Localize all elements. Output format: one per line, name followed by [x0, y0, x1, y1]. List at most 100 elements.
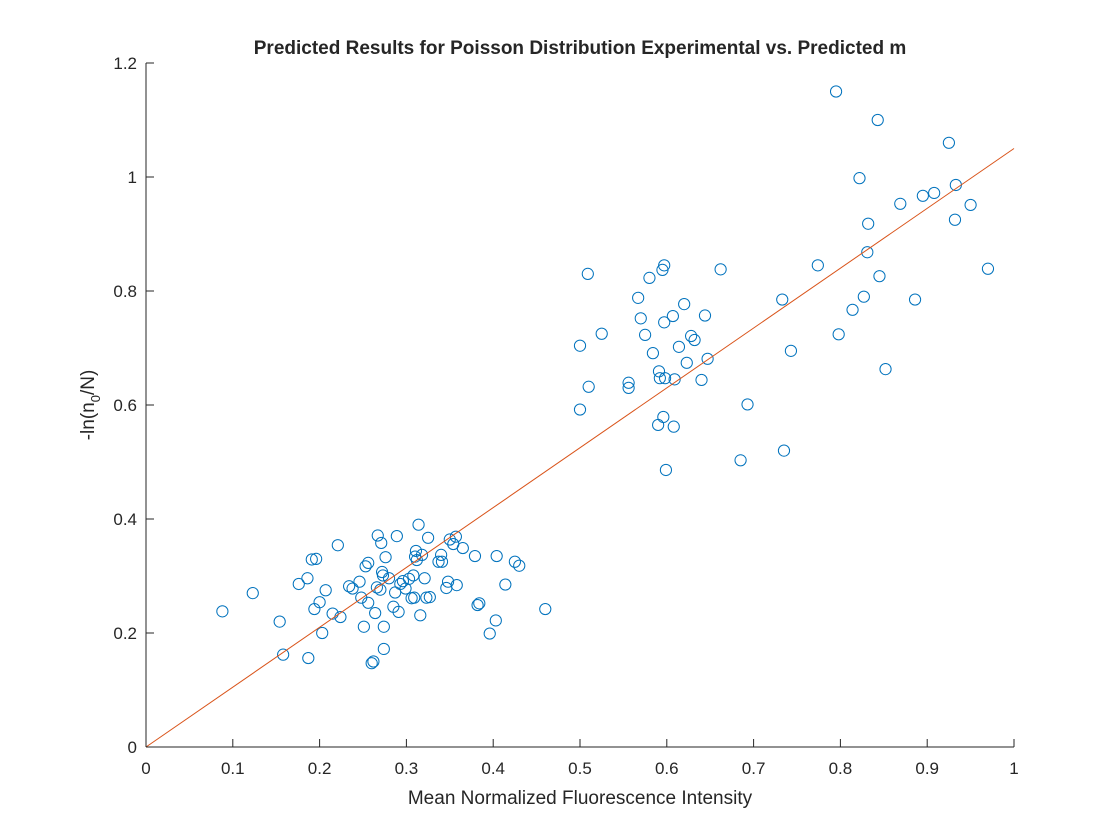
data-point: [688, 333, 701, 347]
data-point: [412, 518, 425, 531]
data-point: [622, 376, 635, 389]
data-point: [632, 291, 645, 304]
data-point: [365, 657, 378, 670]
data-point: [811, 259, 824, 272]
y-tick-label: 0: [128, 738, 137, 757]
data-point: [508, 555, 522, 568]
data-point: [418, 572, 431, 585]
data-point: [422, 531, 435, 544]
x-tick-label: 0.1: [221, 759, 245, 778]
y-tick-label: 1: [128, 168, 137, 187]
data-point: [409, 544, 423, 558]
data-point: [377, 642, 390, 656]
data-point: [367, 655, 380, 668]
data-point: [343, 580, 356, 593]
data-point: [489, 614, 502, 627]
data-point: [376, 569, 390, 582]
data-point: [573, 403, 587, 416]
data-point: [777, 444, 791, 457]
x-tick-label: 0.2: [308, 759, 332, 778]
data-point: [668, 373, 681, 386]
data-point: [862, 217, 875, 230]
data-point: [375, 536, 388, 550]
data-point: [964, 198, 977, 212]
data-point: [402, 572, 416, 585]
data-point: [646, 347, 660, 360]
data-point: [639, 328, 652, 341]
y-axis-label-tail: /N): [78, 370, 99, 395]
data-point: [246, 587, 259, 600]
data-point: [441, 575, 455, 588]
data-point: [362, 556, 375, 569]
data-point: [695, 373, 708, 387]
data-point: [653, 372, 666, 385]
data-point: [415, 548, 429, 562]
data-point: [853, 172, 866, 185]
y-tick-label: 1.2: [113, 54, 137, 73]
data-point: [734, 454, 747, 467]
data-point: [468, 549, 482, 563]
data-point: [981, 262, 995, 275]
data-point: [346, 582, 359, 595]
data-point: [784, 344, 798, 357]
data-point: [369, 606, 382, 620]
data-point: [582, 380, 595, 393]
data-point: [310, 552, 323, 566]
data-point: [672, 340, 686, 353]
data-point: [301, 572, 314, 585]
x-tick-label: 0: [141, 759, 150, 778]
data-point: [846, 303, 859, 316]
data-point: [714, 263, 727, 276]
data-point: [432, 555, 445, 568]
data-point: [680, 356, 693, 369]
x-tick-label: 0.6: [655, 759, 679, 778]
data-point: [928, 186, 941, 200]
data-point: [581, 267, 594, 280]
data-point: [450, 579, 463, 592]
data-point: [408, 591, 421, 604]
data-point: [362, 596, 375, 609]
data-point: [832, 328, 845, 341]
data-point: [658, 316, 671, 329]
data-point: [657, 410, 670, 424]
data-point: [473, 597, 486, 610]
data-point: [483, 627, 496, 640]
data-point: [353, 575, 366, 588]
data-point: [741, 398, 754, 411]
data-point: [407, 569, 420, 582]
data-point: [948, 213, 962, 226]
y-axis-label-main: -ln(n: [78, 402, 99, 440]
data-point: [573, 339, 587, 352]
data-point: [292, 577, 305, 591]
chart-title: Predicted Results for Poisson Distributi…: [254, 38, 907, 59]
data-point: [658, 259, 671, 272]
x-tick-label: 0.8: [829, 759, 853, 778]
axes: 0 0.1 0.2 0.3 0.4 0.5 0.6 0.7 0.8 0.9 1 0 0.2 0.4 0.6 0…: [113, 54, 1018, 778]
data-point: [443, 533, 456, 546]
data-point: [658, 372, 672, 385]
data-point: [857, 290, 870, 303]
data-point: [326, 607, 339, 620]
data-point: [370, 581, 383, 594]
x-tick-label: 0.3: [395, 759, 419, 778]
data-point: [313, 596, 326, 609]
data-point: [302, 651, 315, 665]
y-axis-label-subscript: 0: [88, 395, 103, 402]
y-tick-label: 0.8: [113, 282, 137, 301]
data-point: [420, 591, 433, 604]
data-point: [879, 362, 892, 376]
data-point: [316, 626, 329, 640]
data-point: [698, 309, 712, 322]
plot-area: [145, 85, 1015, 748]
data-point: [471, 598, 484, 612]
data-point: [396, 575, 410, 588]
y-tick-label: 0.2: [113, 624, 137, 643]
data-point: [392, 605, 405, 619]
data-point: [894, 197, 907, 210]
data-point: [216, 605, 229, 618]
data-point: [435, 555, 449, 568]
data-point: [490, 549, 503, 563]
data-point: [659, 463, 673, 477]
y-tick-label: 0.4: [113, 510, 137, 529]
